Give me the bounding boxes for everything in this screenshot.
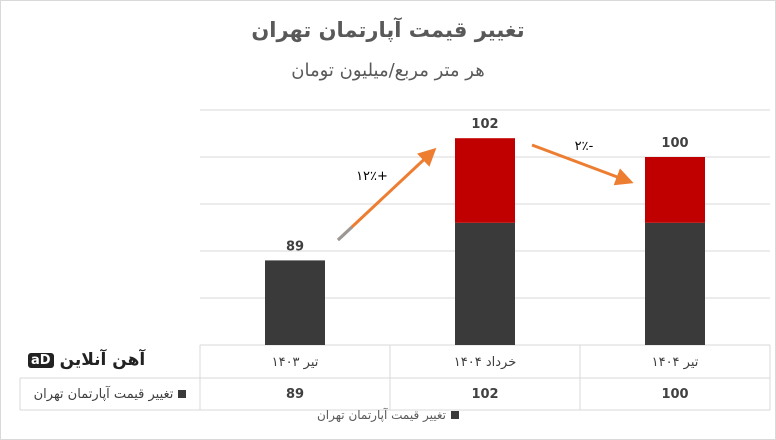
table-value: 89 — [285, 386, 305, 402]
legend: تغییر قیمت آپارتمان تهران — [0, 408, 776, 422]
bar — [455, 222, 515, 345]
series-name: تغییر قیمت آپارتمان تهران — [33, 386, 174, 402]
category-label: خرداد ۱۴۰۴ — [453, 354, 517, 370]
legend-swatch — [451, 411, 460, 419]
data-label: 89 — [286, 239, 304, 254]
category-label: تیر ۱۴۰۴ — [651, 354, 699, 370]
table-value: 100 — [661, 386, 689, 402]
chart-subtitle: هر متر مربع/میلیون تومان — [291, 60, 485, 81]
legend-label: تغییر قیمت آپارتمان تهران — [316, 408, 447, 422]
logo-text: آهن آنلاین — [59, 350, 146, 370]
table-series-label: تغییر قیمت آپارتمان تهران — [20, 378, 200, 410]
bar-highlight — [455, 138, 515, 223]
bar-highlight — [645, 157, 705, 223]
data-label: 100 — [661, 136, 688, 151]
data-label: 102 — [471, 117, 498, 132]
annotation-label: +۱۲٪ — [356, 169, 388, 184]
category-label: تیر ۱۴۰۳ — [271, 354, 319, 370]
annotation-label: -۲٪ — [575, 139, 594, 154]
chart-title: تغییر قیمت آپارتمان تهران — [251, 18, 525, 42]
logo-mark: aD — [28, 352, 54, 368]
bar — [265, 260, 325, 345]
legend-swatch — [178, 390, 187, 398]
bar — [645, 222, 705, 345]
arrow-tail — [336, 225, 354, 242]
arrow-up — [336, 147, 437, 242]
table-value: 102 — [471, 386, 499, 402]
logo: آهن آنلاین aD — [28, 350, 145, 370]
arrow-down — [531, 143, 634, 186]
